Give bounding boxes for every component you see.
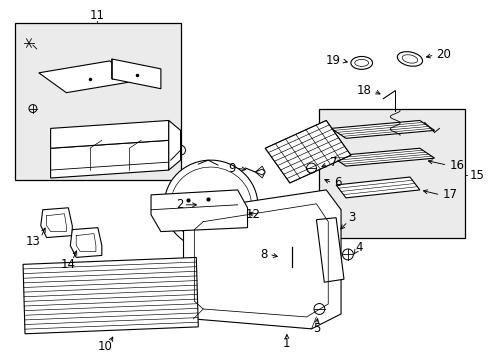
Polygon shape (70, 228, 102, 257)
Polygon shape (51, 140, 168, 178)
Text: 8: 8 (259, 248, 266, 261)
Polygon shape (330, 148, 434, 166)
Polygon shape (264, 121, 350, 183)
Text: 18: 18 (356, 84, 371, 97)
Ellipse shape (397, 51, 422, 66)
Polygon shape (23, 257, 198, 334)
Bar (319, 109, 464, 238)
Bar (15, 23, 180, 180)
Polygon shape (39, 61, 137, 93)
Text: 2: 2 (176, 198, 183, 211)
Text: 13: 13 (25, 235, 40, 248)
Text: 17: 17 (442, 188, 456, 201)
Polygon shape (335, 177, 419, 198)
Text: 1: 1 (283, 337, 290, 350)
Text: 12: 12 (245, 208, 260, 221)
Polygon shape (111, 59, 161, 89)
Text: 7: 7 (329, 156, 337, 168)
Polygon shape (183, 190, 340, 329)
Polygon shape (168, 121, 180, 170)
Text: 19: 19 (325, 54, 340, 67)
Polygon shape (41, 208, 72, 238)
Ellipse shape (354, 59, 368, 66)
Text: 14: 14 (61, 258, 76, 271)
Polygon shape (255, 166, 264, 172)
Polygon shape (51, 121, 168, 148)
Ellipse shape (170, 167, 251, 243)
Polygon shape (255, 172, 264, 178)
Text: 6: 6 (333, 176, 341, 189)
Text: 3: 3 (347, 211, 355, 224)
Ellipse shape (350, 57, 372, 69)
Ellipse shape (402, 55, 417, 63)
Text: 16: 16 (448, 159, 464, 172)
Text: 11: 11 (89, 9, 104, 22)
Text: 20: 20 (436, 49, 450, 62)
Text: 5: 5 (312, 322, 320, 336)
Text: 9: 9 (228, 162, 235, 175)
Polygon shape (330, 121, 434, 138)
Text: 15: 15 (469, 168, 484, 181)
Ellipse shape (164, 160, 257, 249)
Polygon shape (151, 190, 247, 231)
Text: 4: 4 (355, 241, 363, 254)
Polygon shape (316, 218, 343, 282)
Text: 10: 10 (97, 340, 112, 353)
